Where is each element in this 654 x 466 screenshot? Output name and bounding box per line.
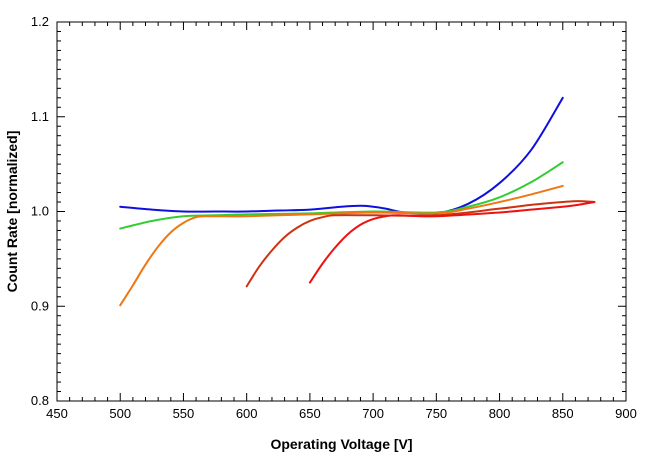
x-tick-label: 450 <box>46 406 68 421</box>
x-tick-labels: 450 500 550 600 650 700 750 800 850 900 <box>46 406 637 421</box>
y-tick-label: 0.8 <box>31 393 49 408</box>
y-tick-labels: 0.8 0.9 1.0 1.1 1.2 <box>31 14 49 408</box>
x-tick-label: 750 <box>425 406 447 421</box>
x-axis-title: Operating Voltage [V] <box>270 436 412 452</box>
x-tick-label: 500 <box>109 406 131 421</box>
tick-marks <box>56 21 627 402</box>
series-line-3 <box>119 184 564 307</box>
x-tick-label: 850 <box>552 406 574 421</box>
series-line-2 <box>119 161 564 230</box>
x-tick-label: 900 <box>615 406 637 421</box>
y-tick-label: 1.2 <box>31 14 49 29</box>
series-line-1 <box>119 96 564 215</box>
y-tick-label: 0.9 <box>31 298 49 313</box>
y-tick-label: 1.0 <box>31 204 49 219</box>
x-tick-label: 550 <box>173 406 195 421</box>
y-tick-label: 1.1 <box>31 109 49 124</box>
y-axis-title: Count Rate [normalized] <box>4 131 20 293</box>
series-line-4 <box>245 200 596 288</box>
series-lines <box>119 96 596 307</box>
x-tick-label: 650 <box>299 406 321 421</box>
x-tick-label: 700 <box>362 406 384 421</box>
x-tick-label: 800 <box>489 406 511 421</box>
x-tick-label: 600 <box>236 406 258 421</box>
series-line-5 <box>308 201 596 284</box>
